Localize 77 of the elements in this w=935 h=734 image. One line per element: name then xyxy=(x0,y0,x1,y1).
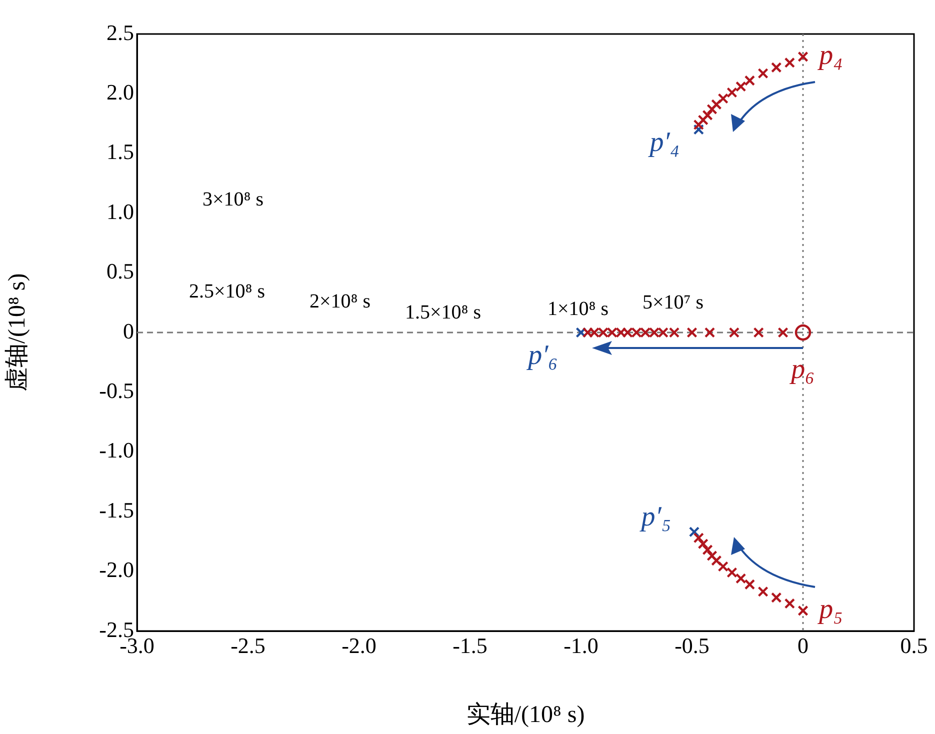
point xyxy=(758,68,768,79)
point xyxy=(686,327,698,338)
point xyxy=(771,62,782,73)
point xyxy=(704,327,716,338)
point xyxy=(784,598,796,609)
point xyxy=(784,57,796,68)
y-tick-label: -1.5 xyxy=(99,497,134,522)
point xyxy=(778,327,788,338)
point xyxy=(688,526,700,538)
x-tick-label: -1.0 xyxy=(564,632,598,658)
annotation: 2.5×10⁸ s xyxy=(188,280,266,302)
x-axis-title: 实轴/(10⁸ s) xyxy=(466,700,585,728)
x-tick-label: -2.5 xyxy=(230,632,266,658)
point xyxy=(711,555,722,566)
point xyxy=(718,93,728,104)
x-tick-label: -0.5 xyxy=(674,632,710,658)
point xyxy=(606,327,618,338)
y-tick-label: -0.5 xyxy=(99,378,134,403)
annotation: 1×10⁸ s xyxy=(547,298,609,320)
point xyxy=(798,605,808,616)
y-tick-label: 0.5 xyxy=(106,258,134,284)
annotation: p₄ xyxy=(817,40,843,72)
y-tick-label: 0 xyxy=(123,318,134,344)
point xyxy=(598,327,609,338)
annotation: p′₆ xyxy=(526,340,558,371)
point xyxy=(698,538,708,550)
point xyxy=(736,573,746,584)
x-tick-label: -2.0 xyxy=(342,632,376,658)
point xyxy=(648,327,660,338)
point xyxy=(631,327,642,338)
point xyxy=(794,324,812,341)
annotation: p′₄ xyxy=(648,126,680,158)
x-tick-label: 0.5 xyxy=(900,632,928,658)
point xyxy=(698,114,708,126)
point xyxy=(798,51,808,62)
y-tick-label: 2.5 xyxy=(106,20,134,45)
annotation: 2×10⁸ s xyxy=(309,290,371,312)
point xyxy=(726,567,738,578)
y-tick-label: -1.0 xyxy=(99,438,134,463)
point xyxy=(640,327,651,338)
annotation: 5×10⁷ s xyxy=(642,291,704,314)
point xyxy=(622,327,633,338)
point xyxy=(702,110,713,121)
point xyxy=(726,87,738,98)
y-tick-label: 1.5 xyxy=(106,139,134,164)
annotation: 3×10⁸ s xyxy=(202,188,264,210)
y-axis-title: 虚轴/(10⁸ s) xyxy=(4,273,31,392)
point xyxy=(702,544,713,556)
point xyxy=(744,75,756,86)
annotation: 1.5×10⁸ s xyxy=(404,301,482,324)
y-tick-label: 1.0 xyxy=(106,198,134,224)
point xyxy=(758,586,768,597)
point xyxy=(658,327,668,338)
y-tick-label: -2.0 xyxy=(99,557,134,582)
annotation: p₆ xyxy=(789,354,815,385)
point xyxy=(668,327,680,338)
annotation: p₅ xyxy=(817,594,843,626)
x-tick-label: -1.5 xyxy=(452,632,488,658)
point xyxy=(693,532,704,544)
point xyxy=(711,99,722,110)
point xyxy=(693,119,704,130)
annotation: p′₅ xyxy=(639,501,672,532)
x-tick-label: 0 xyxy=(798,632,808,658)
point xyxy=(744,579,756,590)
point xyxy=(693,124,704,135)
point xyxy=(736,81,746,92)
point xyxy=(753,327,764,338)
point xyxy=(706,550,718,562)
point xyxy=(718,561,728,572)
point xyxy=(728,327,740,338)
point xyxy=(771,592,782,603)
y-tick-label: 2.0 xyxy=(106,79,134,104)
point xyxy=(582,327,594,338)
point xyxy=(588,327,600,338)
point xyxy=(706,104,718,115)
point xyxy=(616,327,626,338)
point xyxy=(576,327,586,338)
